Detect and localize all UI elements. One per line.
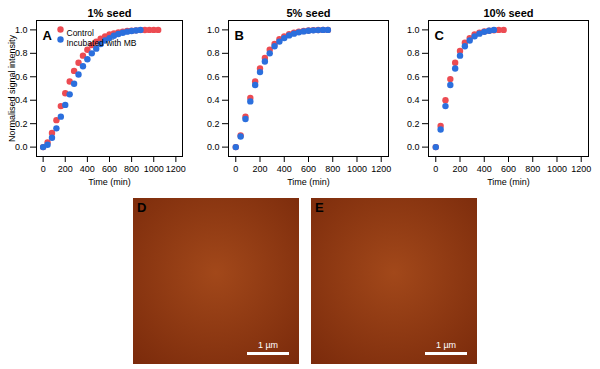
svg-text:0: 0 [433, 164, 438, 174]
svg-text:D: D [137, 200, 146, 215]
svg-text:E: E [315, 200, 324, 215]
svg-text:A: A [43, 28, 53, 43]
svg-text:800: 800 [325, 164, 340, 174]
svg-text:Incubated with MB: Incubated with MB [67, 38, 137, 48]
svg-text:C: C [435, 28, 445, 43]
svg-text:0.8: 0.8 [407, 48, 420, 58]
svg-text:Control: Control [67, 28, 95, 38]
svg-text:200: 200 [252, 164, 267, 174]
svg-text:1 µm: 1 µm [436, 340, 456, 350]
svg-text:400: 400 [277, 164, 292, 174]
svg-text:0.0: 0.0 [407, 142, 420, 152]
svg-text:1200: 1200 [166, 164, 186, 174]
svg-text:0.6: 0.6 [15, 71, 28, 82]
svg-text:0.4: 0.4 [207, 95, 220, 105]
svg-text:0.6: 0.6 [407, 72, 420, 82]
svg-text:0.4: 0.4 [15, 95, 28, 106]
svg-text:0.8: 0.8 [207, 48, 220, 58]
svg-text:200: 200 [452, 164, 467, 174]
svg-text:1000: 1000 [347, 164, 367, 174]
svg-text:Time (min): Time (min) [487, 177, 530, 187]
svg-text:0.0: 0.0 [207, 142, 220, 152]
svg-text:1.0: 1.0 [15, 25, 28, 35]
svg-text:0.0: 0.0 [15, 142, 28, 152]
svg-text:600: 600 [102, 164, 117, 174]
svg-text:B: B [235, 28, 244, 43]
svg-text:0.4: 0.4 [407, 95, 420, 105]
svg-text:1200: 1200 [571, 164, 591, 174]
svg-text:1 µm: 1 µm [258, 340, 278, 350]
svg-text:1000: 1000 [144, 164, 164, 174]
svg-text:Time (min): Time (min) [88, 177, 131, 187]
svg-text:Normalised signal intensity: Normalised signal intensity [7, 34, 17, 142]
svg-text:1% seed: 1% seed [87, 7, 131, 19]
svg-text:1200: 1200 [371, 164, 391, 174]
svg-text:200: 200 [58, 164, 73, 174]
svg-text:1000: 1000 [547, 164, 567, 174]
svg-text:Time (min): Time (min) [287, 177, 330, 187]
svg-text:600: 600 [301, 164, 316, 174]
svg-text:600: 600 [501, 164, 516, 174]
svg-text:5% seed: 5% seed [286, 7, 330, 19]
svg-text:400: 400 [477, 164, 492, 174]
svg-text:0.2: 0.2 [407, 119, 420, 129]
svg-text:0: 0 [41, 164, 46, 174]
svg-text:1.0: 1.0 [407, 25, 420, 35]
svg-text:0.2: 0.2 [207, 119, 220, 129]
svg-text:400: 400 [80, 164, 95, 174]
svg-text:10% seed: 10% seed [483, 7, 533, 19]
svg-text:0.6: 0.6 [207, 72, 220, 82]
svg-text:0.2: 0.2 [15, 118, 28, 129]
svg-text:0: 0 [233, 164, 238, 174]
svg-text:800: 800 [525, 164, 540, 174]
svg-text:0.8: 0.8 [15, 48, 28, 59]
svg-text:800: 800 [124, 164, 139, 174]
svg-text:1.0: 1.0 [207, 25, 220, 35]
